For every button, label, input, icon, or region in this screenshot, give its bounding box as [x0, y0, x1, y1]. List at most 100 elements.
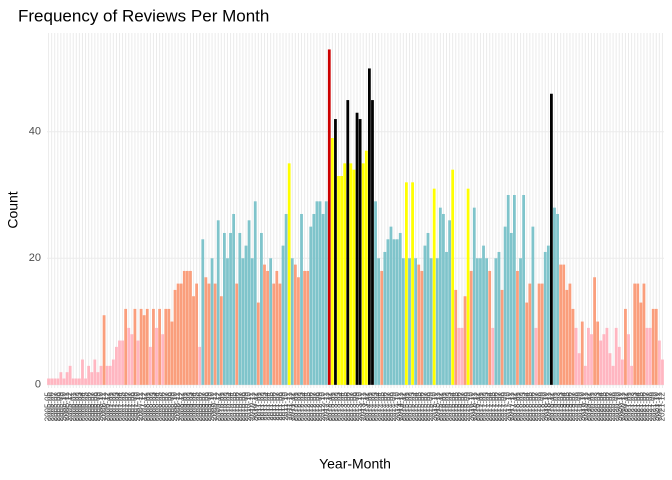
- bar: [574, 327, 578, 385]
- bar: [312, 213, 316, 385]
- bar: [411, 182, 414, 385]
- x-tick-label: 2005-05: [44, 391, 53, 421]
- x-tick-label: 2020-11: [617, 391, 626, 420]
- bar: [408, 258, 411, 385]
- bar: [118, 340, 121, 385]
- bar: [519, 258, 522, 385]
- x-tick-label: 2007-11: [136, 391, 145, 420]
- x-tick-label: 2011-08: [275, 391, 284, 420]
- x-tick-label: 2012-10: [318, 391, 327, 421]
- bar: [59, 372, 63, 385]
- bar: [386, 239, 390, 385]
- bar: [50, 378, 54, 385]
- x-tick-label: 2012-12: [324, 391, 333, 421]
- x-tick-label: 2019-03: [556, 391, 565, 421]
- bar: [185, 270, 189, 385]
- bar: [506, 194, 510, 385]
- bar: [355, 112, 359, 385]
- bar: [645, 327, 649, 385]
- bar: [56, 378, 60, 385]
- bar: [256, 302, 260, 385]
- bar: [68, 365, 72, 385]
- x-tick-label: 2012-05: [303, 391, 312, 421]
- bar: [127, 327, 131, 385]
- bar: [263, 264, 266, 385]
- bar: [148, 346, 152, 385]
- x-tick-label: 2018-07: [531, 391, 540, 421]
- x-tick-label: 2010-10: [244, 391, 253, 421]
- bar: [583, 365, 587, 385]
- x-tick-label: 2021-07: [642, 391, 651, 421]
- bar: [522, 194, 526, 385]
- bar: [161, 334, 165, 385]
- x-tick-label: 2013-10: [355, 391, 364, 421]
- x-tick-label: 2020-12: [621, 391, 630, 421]
- x-tick-label: 2013-01: [327, 391, 336, 421]
- x-tick-label: 2019-09: [574, 391, 583, 421]
- x-tick-label: 2016-08: [460, 391, 469, 421]
- bar: [53, 378, 57, 385]
- x-tick-label: 2011-07: [272, 391, 281, 420]
- x-tick-label: 2018-09: [537, 391, 546, 421]
- bar: [448, 220, 451, 385]
- x-tick-label: 2019-01: [550, 391, 559, 421]
- bar: [550, 93, 553, 385]
- x-tick-label: 2016-01: [439, 391, 448, 421]
- x-tick-label: 2014-11: [395, 391, 404, 420]
- x-tick-label: 2009-05: [192, 391, 201, 421]
- x-tick-label: 2010-09: [241, 391, 250, 421]
- bar: [306, 270, 310, 385]
- bar: [392, 239, 396, 385]
- x-tick-label: 2021-08: [645, 391, 654, 421]
- x-tick-label: 2020-08: [608, 391, 617, 421]
- x-tick-label: 2021-02: [627, 391, 636, 421]
- bar: [99, 365, 103, 385]
- x-tick-label: 2019-06: [565, 391, 574, 421]
- x-tick-label: 2009-11: [210, 391, 219, 420]
- x-tick-label: 2007-12: [139, 391, 148, 421]
- bar: [651, 308, 655, 385]
- x-tick-label: 2010-05: [229, 391, 238, 421]
- x-tick-label: 2016-06: [454, 391, 463, 421]
- x-tick-label: 2011-02: [257, 391, 266, 420]
- bar: [290, 258, 294, 385]
- bar: [648, 327, 652, 385]
- x-tick-label: 2016-11: [469, 391, 478, 420]
- bar: [47, 378, 50, 385]
- x-tick-label: 2012-08: [312, 391, 321, 421]
- bar: [633, 283, 637, 385]
- bar: [654, 308, 658, 385]
- bar: [608, 353, 612, 385]
- bar: [155, 327, 158, 385]
- bar: [167, 308, 171, 385]
- x-tick-label: 2015-01: [402, 391, 411, 421]
- bar: [352, 169, 356, 385]
- bar: [207, 283, 211, 385]
- bar: [247, 220, 251, 385]
- x-tick-label: 2007-04: [115, 391, 124, 421]
- bar: [414, 258, 418, 385]
- x-axis-label: Year-Month: [319, 456, 391, 472]
- x-tick-label: 2019-02: [553, 391, 562, 421]
- x-tick-label: 2014-08: [386, 391, 395, 421]
- bar: [238, 232, 242, 385]
- bar: [284, 213, 288, 385]
- bar: [241, 258, 245, 385]
- bar: [108, 365, 112, 385]
- x-tick-label: 2013-05: [340, 391, 349, 421]
- bar: [614, 327, 618, 385]
- x-tick-label: 2010-06: [232, 391, 241, 421]
- x-tick-label: 2011-09: [278, 391, 287, 420]
- x-tick-label: 2015-06: [417, 391, 426, 421]
- bar: [620, 359, 624, 385]
- x-tick-label: 2007-01: [105, 391, 114, 421]
- x-tick-label: 2020-10: [614, 391, 623, 421]
- bar: [389, 226, 393, 385]
- bar: [346, 100, 350, 385]
- x-tick-label: 2017-03: [482, 391, 491, 421]
- bar: [605, 327, 609, 385]
- bar: [377, 258, 381, 385]
- bar: [534, 327, 538, 385]
- x-tick-label: 2012-11: [321, 391, 330, 420]
- x-tick-label: 2006-12: [102, 391, 111, 421]
